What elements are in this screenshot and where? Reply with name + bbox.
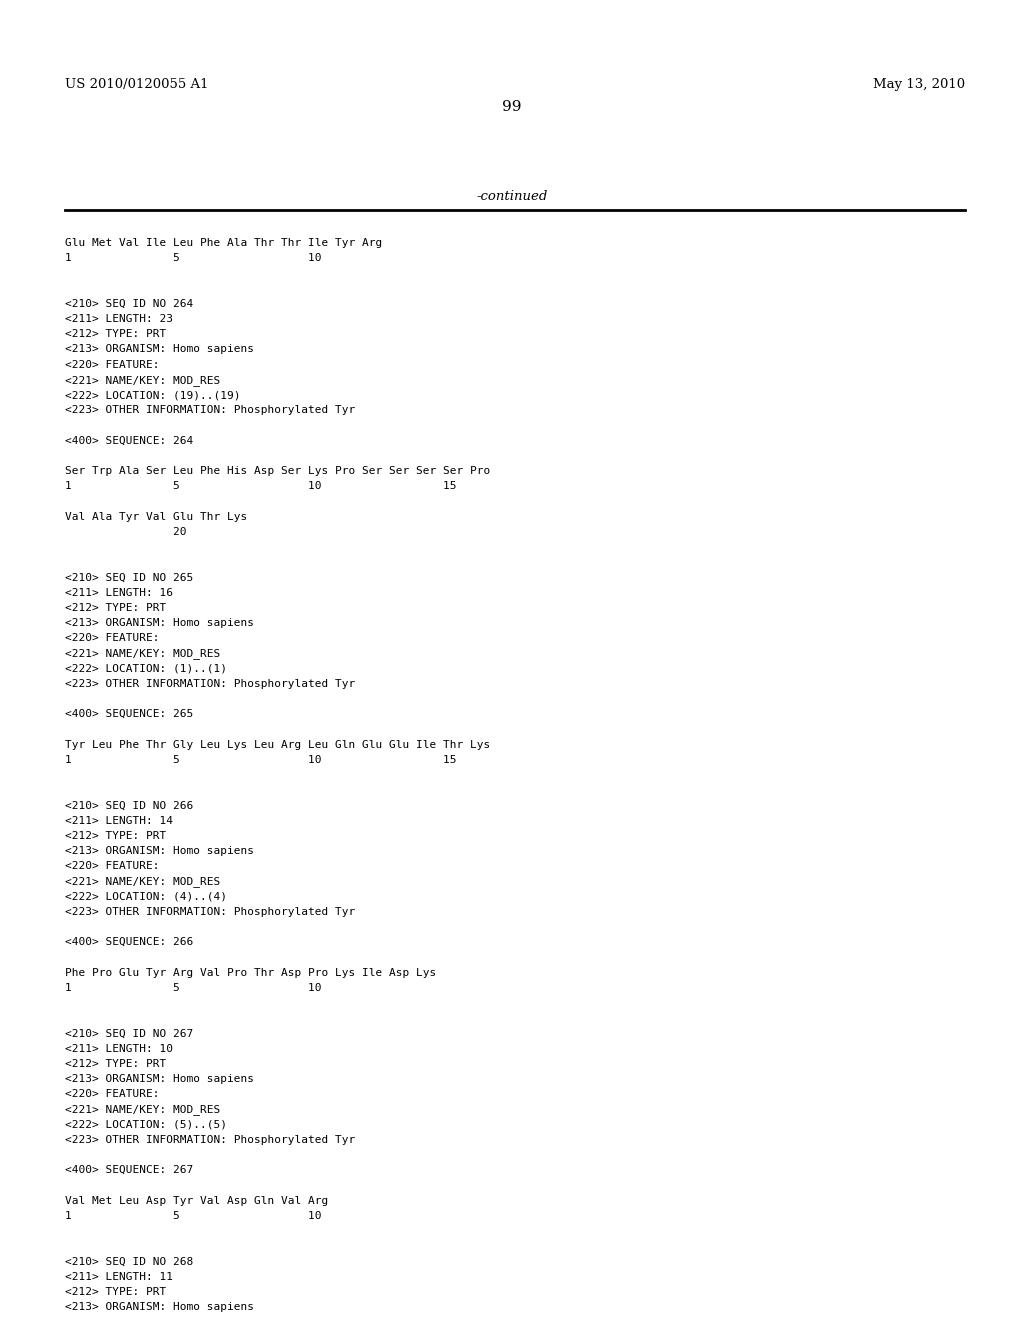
Text: -continued: -continued xyxy=(476,190,548,203)
Text: <213> ORGANISM: Homo sapiens: <213> ORGANISM: Homo sapiens xyxy=(65,846,254,855)
Text: <400> SEQUENCE: 264: <400> SEQUENCE: 264 xyxy=(65,436,194,446)
Text: <221> NAME/KEY: MOD_RES: <221> NAME/KEY: MOD_RES xyxy=(65,375,220,385)
Text: <211> LENGTH: 11: <211> LENGTH: 11 xyxy=(65,1271,173,1282)
Text: 1               5                   10                  15: 1 5 10 15 xyxy=(65,482,457,491)
Text: US 2010/0120055 A1: US 2010/0120055 A1 xyxy=(65,78,209,91)
Text: <210> SEQ ID NO 268: <210> SEQ ID NO 268 xyxy=(65,1257,194,1266)
Text: <213> ORGANISM: Homo sapiens: <213> ORGANISM: Homo sapiens xyxy=(65,618,254,628)
Text: <213> ORGANISM: Homo sapiens: <213> ORGANISM: Homo sapiens xyxy=(65,1074,254,1084)
Text: <210> SEQ ID NO 264: <210> SEQ ID NO 264 xyxy=(65,298,194,309)
Text: 1               5                   10: 1 5 10 xyxy=(65,253,322,263)
Text: <213> ORGANISM: Homo sapiens: <213> ORGANISM: Homo sapiens xyxy=(65,345,254,354)
Text: Ser Trp Ala Ser Leu Phe His Asp Ser Lys Pro Ser Ser Ser Ser Pro: Ser Trp Ala Ser Leu Phe His Asp Ser Lys … xyxy=(65,466,490,477)
Text: <212> TYPE: PRT: <212> TYPE: PRT xyxy=(65,1287,166,1296)
Text: <220> FEATURE:: <220> FEATURE: xyxy=(65,1089,160,1100)
Text: <211> LENGTH: 14: <211> LENGTH: 14 xyxy=(65,816,173,825)
Text: <223> OTHER INFORMATION: Phosphorylated Tyr: <223> OTHER INFORMATION: Phosphorylated … xyxy=(65,1135,355,1144)
Text: <400> SEQUENCE: 265: <400> SEQUENCE: 265 xyxy=(65,709,194,719)
Text: <221> NAME/KEY: MOD_RES: <221> NAME/KEY: MOD_RES xyxy=(65,1105,220,1115)
Text: <220> FEATURE:: <220> FEATURE: xyxy=(65,634,160,643)
Text: 20: 20 xyxy=(65,527,186,537)
Text: <211> LENGTH: 23: <211> LENGTH: 23 xyxy=(65,314,173,323)
Text: <210> SEQ ID NO 266: <210> SEQ ID NO 266 xyxy=(65,800,194,810)
Text: Phe Pro Glu Tyr Arg Val Pro Thr Asp Pro Lys Ile Asp Lys: Phe Pro Glu Tyr Arg Val Pro Thr Asp Pro … xyxy=(65,968,436,978)
Text: 99: 99 xyxy=(502,100,522,114)
Text: 1               5                   10                  15: 1 5 10 15 xyxy=(65,755,457,764)
Text: Val Met Leu Asp Tyr Val Asp Gln Val Arg: Val Met Leu Asp Tyr Val Asp Gln Val Arg xyxy=(65,1196,329,1205)
Text: <222> LOCATION: (4)..(4): <222> LOCATION: (4)..(4) xyxy=(65,891,227,902)
Text: 1               5                   10: 1 5 10 xyxy=(65,983,322,993)
Text: <212> TYPE: PRT: <212> TYPE: PRT xyxy=(65,830,166,841)
Text: Glu Met Val Ile Leu Phe Ala Thr Thr Ile Tyr Arg: Glu Met Val Ile Leu Phe Ala Thr Thr Ile … xyxy=(65,238,382,248)
Text: <210> SEQ ID NO 265: <210> SEQ ID NO 265 xyxy=(65,573,194,582)
Text: <211> LENGTH: 16: <211> LENGTH: 16 xyxy=(65,587,173,598)
Text: <222> LOCATION: (5)..(5): <222> LOCATION: (5)..(5) xyxy=(65,1119,227,1130)
Text: <223> OTHER INFORMATION: Phosphorylated Tyr: <223> OTHER INFORMATION: Phosphorylated … xyxy=(65,405,355,416)
Text: <400> SEQUENCE: 266: <400> SEQUENCE: 266 xyxy=(65,937,194,948)
Text: <212> TYPE: PRT: <212> TYPE: PRT xyxy=(65,1059,166,1069)
Text: 1               5                   10: 1 5 10 xyxy=(65,1210,322,1221)
Text: Val Ala Tyr Val Glu Thr Lys: Val Ala Tyr Val Glu Thr Lys xyxy=(65,512,247,521)
Text: <211> LENGTH: 10: <211> LENGTH: 10 xyxy=(65,1044,173,1053)
Text: <221> NAME/KEY: MOD_RES: <221> NAME/KEY: MOD_RES xyxy=(65,876,220,887)
Text: <220> FEATURE:: <220> FEATURE: xyxy=(65,861,160,871)
Text: <220> FEATURE:: <220> FEATURE: xyxy=(65,359,160,370)
Text: May 13, 2010: May 13, 2010 xyxy=(872,78,965,91)
Text: <212> TYPE: PRT: <212> TYPE: PRT xyxy=(65,329,166,339)
Text: <222> LOCATION: (19)..(19): <222> LOCATION: (19)..(19) xyxy=(65,389,241,400)
Text: <223> OTHER INFORMATION: Phosphorylated Tyr: <223> OTHER INFORMATION: Phosphorylated … xyxy=(65,907,355,917)
Text: <222> LOCATION: (1)..(1): <222> LOCATION: (1)..(1) xyxy=(65,664,227,673)
Text: <221> NAME/KEY: MOD_RES: <221> NAME/KEY: MOD_RES xyxy=(65,648,220,659)
Text: Tyr Leu Phe Thr Gly Leu Lys Leu Arg Leu Gln Glu Glu Ile Thr Lys: Tyr Leu Phe Thr Gly Leu Lys Leu Arg Leu … xyxy=(65,739,490,750)
Text: <210> SEQ ID NO 267: <210> SEQ ID NO 267 xyxy=(65,1028,194,1039)
Text: <400> SEQUENCE: 267: <400> SEQUENCE: 267 xyxy=(65,1166,194,1175)
Text: <223> OTHER INFORMATION: Phosphorylated Tyr: <223> OTHER INFORMATION: Phosphorylated … xyxy=(65,678,355,689)
Text: <212> TYPE: PRT: <212> TYPE: PRT xyxy=(65,603,166,612)
Text: <213> ORGANISM: Homo sapiens: <213> ORGANISM: Homo sapiens xyxy=(65,1302,254,1312)
